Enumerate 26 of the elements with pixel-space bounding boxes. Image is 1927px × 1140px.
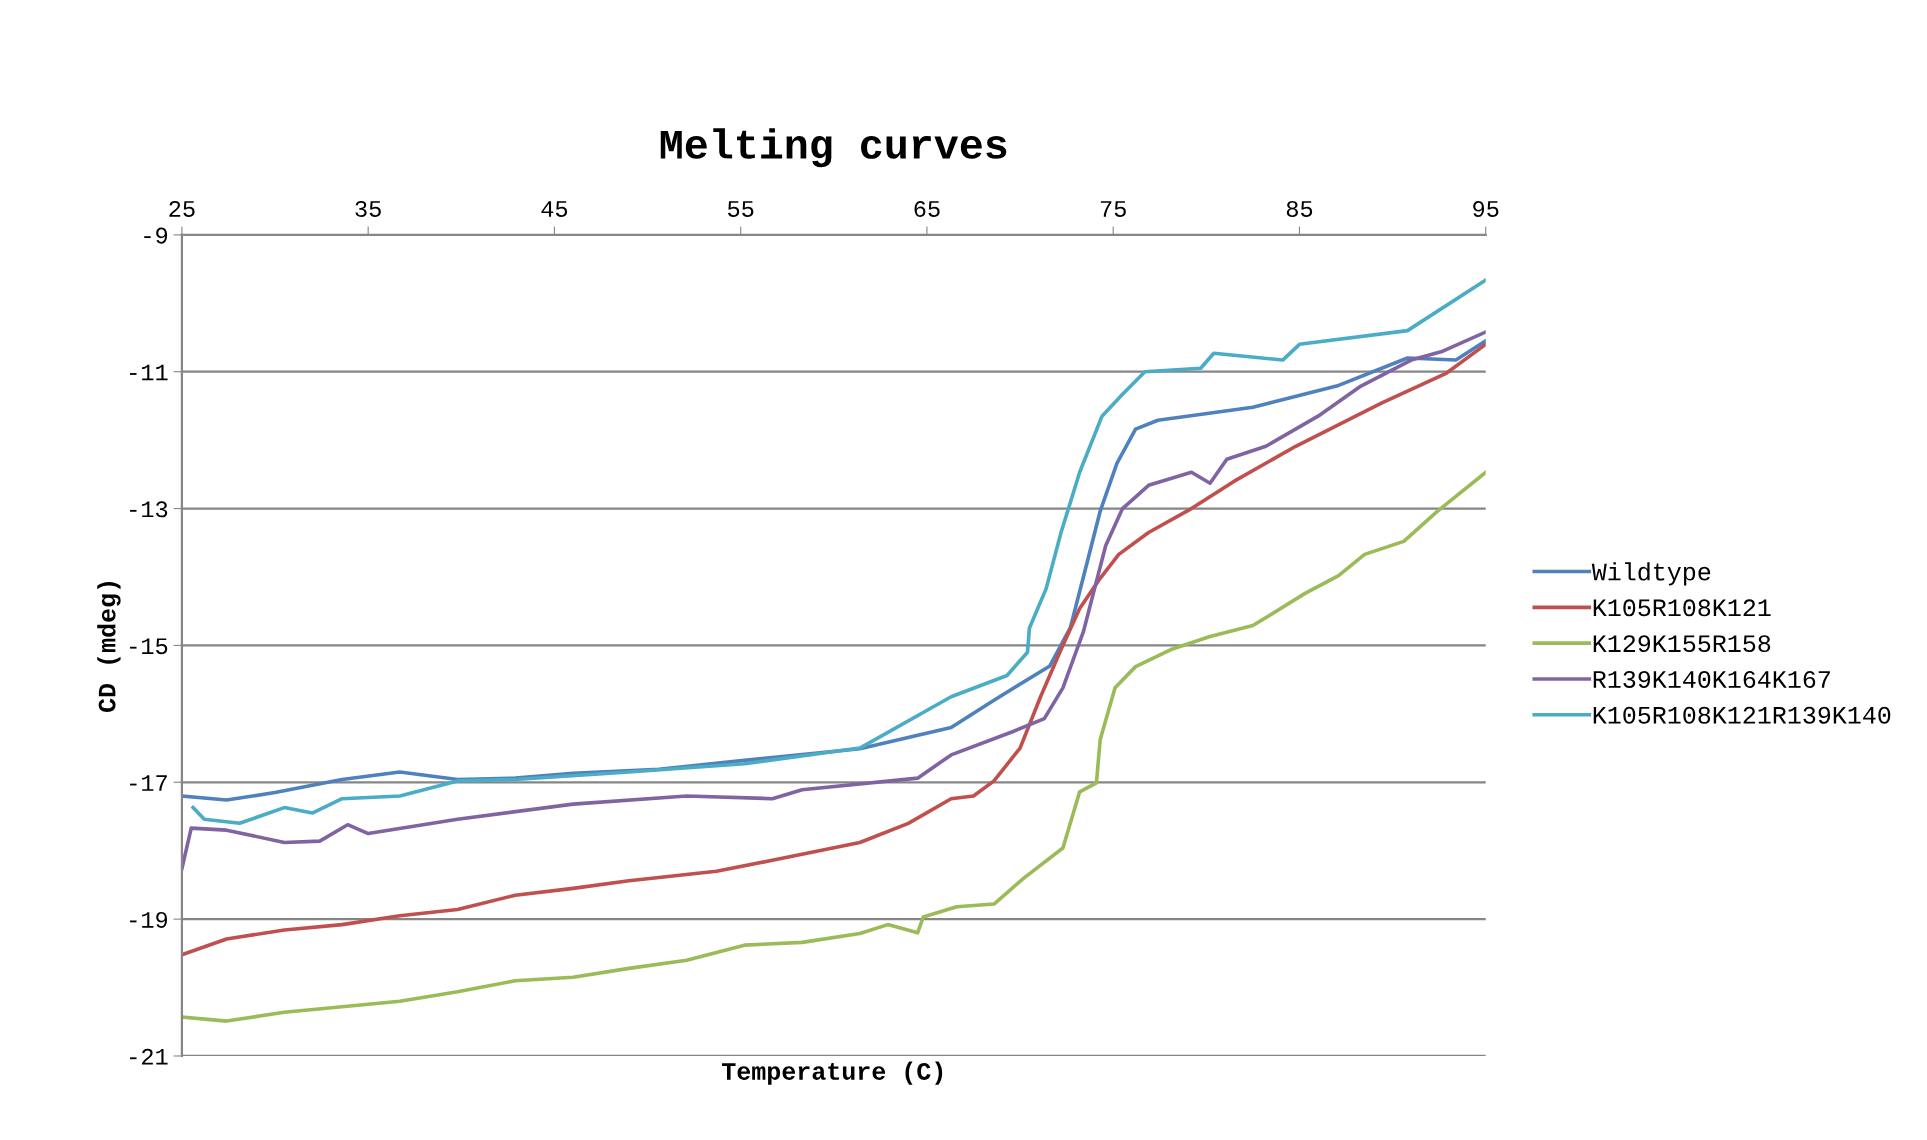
x-tick-label: 75 xyxy=(1100,201,1126,217)
x-tick-label: 45 xyxy=(541,201,568,217)
x-tick-label: 85 xyxy=(1286,200,1313,217)
y-tick-label: -21 xyxy=(130,1048,168,1065)
legend-label: K105R108K121 xyxy=(1593,599,1771,617)
x-tick-label: 25 xyxy=(169,200,195,217)
chart-title: Melting curves xyxy=(660,128,1007,168)
y-tick-label: -13 xyxy=(130,501,168,518)
x-tick-label: 65 xyxy=(914,200,940,217)
line-series xyxy=(191,278,1486,826)
line-series xyxy=(181,342,1486,957)
legend-label: Wildtype xyxy=(1591,562,1711,586)
legend-label: R139K140K164K167 xyxy=(1593,670,1830,688)
y-tick-label: -17 xyxy=(130,775,167,791)
legend-label: K105R108K121R139K140 xyxy=(1593,706,1891,724)
y-tick-label: -19 xyxy=(130,911,168,928)
x-tick-label: 95 xyxy=(1473,200,1499,217)
line-series xyxy=(181,470,1486,1023)
y-tick-label: -11 xyxy=(130,364,168,381)
x-tick-label: 55 xyxy=(727,201,754,217)
x-axis-title: Temperature (C) xyxy=(722,1061,943,1085)
y-axis-title: CD (mdeg) xyxy=(97,582,121,712)
y-tick-label: -9 xyxy=(144,227,168,244)
x-tick-label: 35 xyxy=(355,200,381,217)
y-tick-label: -15 xyxy=(130,638,168,655)
legend-label: K129K155R158 xyxy=(1593,635,1771,653)
